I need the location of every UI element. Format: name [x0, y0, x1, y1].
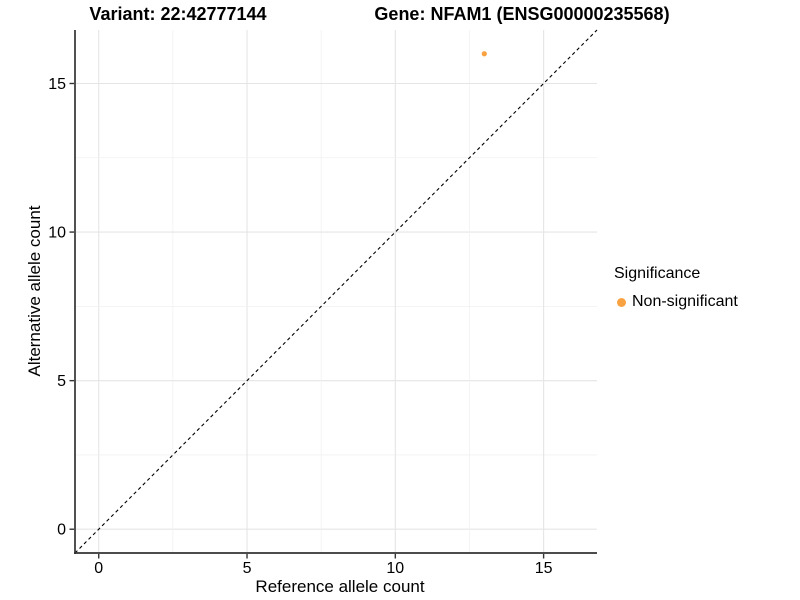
y-axis-title: Alternative allele count: [25, 205, 44, 377]
legend-item: Non-significant: [614, 293, 738, 311]
x-axis-title: Reference allele count: [255, 577, 425, 596]
identity-dashed-line: [74, 29, 598, 554]
legend-title: Significance: [614, 265, 701, 282]
plot-title-variant: Variant: 22:42777144: [89, 4, 267, 24]
x-tick-label: 5: [243, 560, 252, 577]
legend: Significance Non-significant: [614, 264, 738, 311]
x-tick-label: 15: [535, 560, 553, 577]
y-tick-label: 0: [57, 522, 66, 539]
y-tick-label: 5: [57, 373, 66, 390]
y-tick-label: 10: [48, 225, 66, 242]
x-tick-label: 0: [94, 560, 103, 577]
legend-point-icon: [617, 297, 626, 307]
data-point: [481, 51, 487, 57]
y-tick-label: 15: [48, 76, 66, 93]
plot-title-gene: Gene: NFAM1 (ENSG00000235568): [374, 4, 670, 24]
legend-item-label: Non-significant: [632, 293, 738, 310]
x-tick-label: 10: [386, 560, 404, 577]
